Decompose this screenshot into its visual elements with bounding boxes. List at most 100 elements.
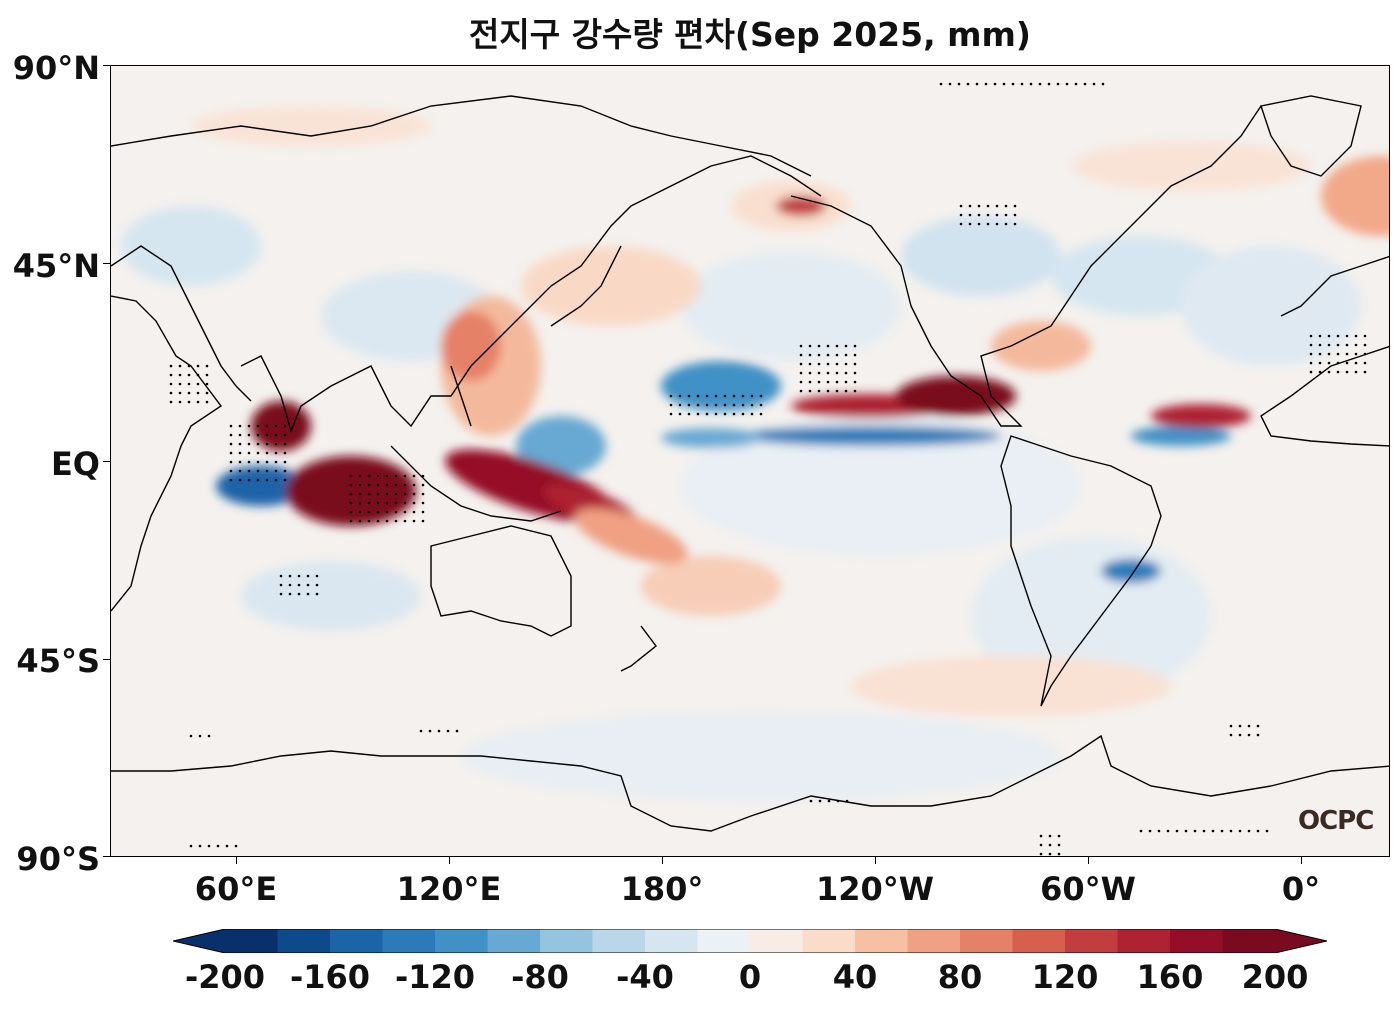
stipple-dot [394, 492, 398, 496]
colorbar-tick-label: -40 [616, 958, 674, 996]
stipple-dot [385, 519, 389, 523]
stipple-dot [1247, 724, 1251, 728]
colorbar-segment [540, 929, 593, 953]
stipple-dot [403, 474, 407, 478]
stipple-dot [394, 501, 398, 505]
stipple-dot [759, 403, 763, 407]
longitude-label-0: 0° [1281, 870, 1321, 908]
stipple-dot [178, 391, 182, 395]
stipple-dot [205, 391, 209, 395]
stipple-dot [229, 469, 233, 473]
stipple-dot [247, 460, 251, 464]
stipple-dot [256, 451, 260, 455]
stipple-dot [403, 519, 407, 523]
stipple-dot [198, 734, 202, 738]
stipple-dot [678, 394, 682, 398]
colorbar-segment [1222, 929, 1276, 953]
stipple-dot [835, 344, 839, 348]
stipple-dot [367, 519, 371, 523]
stipple-dot [696, 412, 700, 416]
colorbar-tick-label: 80 [937, 958, 983, 996]
stipple-dot [986, 222, 990, 226]
stipple-dot [995, 204, 999, 208]
anomaly-patch [1151, 404, 1251, 428]
stipple-dot [1363, 343, 1367, 347]
anomaly-patch [574, 508, 688, 564]
stipple-dot [1238, 724, 1242, 728]
stipple-dot [817, 353, 821, 357]
stipple-dot [1345, 334, 1349, 338]
stipple-dot [349, 501, 353, 505]
stipple-dot [279, 592, 283, 596]
stipple-dot [297, 574, 301, 578]
stipple-dot [732, 394, 736, 398]
stipple-dot [853, 362, 857, 366]
stipple-dot [1247, 733, 1251, 737]
stipple-dot [1175, 829, 1179, 833]
lat-tick [103, 856, 110, 857]
stipple-dot [229, 424, 233, 428]
anomaly-patch [681, 251, 901, 361]
anomaly-patch [741, 426, 1001, 446]
anomaly-patch [241, 561, 421, 631]
stipple-dot [358, 492, 362, 496]
coastline-antarctica [111, 734, 1389, 832]
stipple-dot [1327, 361, 1331, 365]
anomaly-patch [896, 376, 1016, 416]
stipple-dot [835, 389, 839, 393]
stipple-dot [853, 389, 857, 393]
stipple-dot [1020, 82, 1024, 86]
stipple-dot [1318, 352, 1322, 356]
stipple-dot [196, 382, 200, 386]
stipple-dot [1057, 834, 1061, 838]
stipple-dot [1002, 82, 1006, 86]
stipple-dot [959, 204, 963, 208]
stipple-dot [1039, 843, 1043, 847]
colorbar-segment [1065, 929, 1118, 953]
precipitation-anomaly-map [111, 66, 1389, 856]
stipple-dot [376, 483, 380, 487]
stipple-dot [696, 403, 700, 407]
stipple-dot [1065, 82, 1069, 86]
stipple-dot [247, 469, 251, 473]
stipple-dot [437, 729, 441, 733]
stipple-dot [741, 412, 745, 416]
anomaly-patch [661, 361, 781, 411]
coastline-japan [550, 245, 622, 327]
stipple-dot [419, 729, 423, 733]
stipple-dot [844, 380, 848, 384]
stipple-dot [1039, 834, 1043, 838]
stipple-dot [187, 400, 191, 404]
anomaly-patch [191, 106, 431, 146]
stipple-dot [1336, 334, 1340, 338]
stipple-dot [189, 734, 193, 738]
coastline-europe [1280, 255, 1389, 317]
coastline-north-america [790, 105, 1262, 427]
stipple-dot [853, 353, 857, 357]
stipple-dot [853, 344, 857, 348]
stipple-dot [1309, 352, 1313, 356]
stipple-dot [187, 373, 191, 377]
latitude-label-90n: 90°N [12, 49, 100, 87]
stipple-dot [205, 373, 209, 377]
stipple-dot [1148, 829, 1152, 833]
stipple-dot [750, 403, 754, 407]
stipple-dot [256, 478, 260, 482]
stipple-dot [367, 510, 371, 514]
stipple-dot [421, 492, 425, 496]
colorbar-segment [435, 929, 488, 953]
stipple-dot [403, 501, 407, 505]
stipple-dot [1074, 82, 1078, 86]
stipple-dot [826, 371, 830, 375]
stipple-dot [939, 82, 943, 86]
stipple-dot [1004, 222, 1008, 226]
stipple-dot [975, 82, 979, 86]
anomaly-patch [216, 466, 306, 506]
stipple-dot [1309, 343, 1313, 347]
stipple-dot [1013, 213, 1017, 217]
stipple-dot [1327, 334, 1331, 338]
ocpc-logo: OCPC [1298, 806, 1374, 836]
stipple-dot [1013, 204, 1017, 208]
stipple-dot [229, 442, 233, 446]
longitude-label-60w: 60°W [1040, 870, 1136, 908]
